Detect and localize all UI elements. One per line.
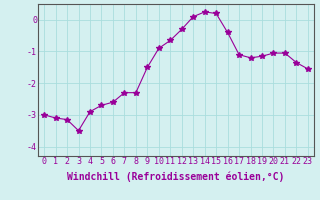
X-axis label: Windchill (Refroidissement éolien,°C): Windchill (Refroidissement éolien,°C): [67, 172, 285, 182]
